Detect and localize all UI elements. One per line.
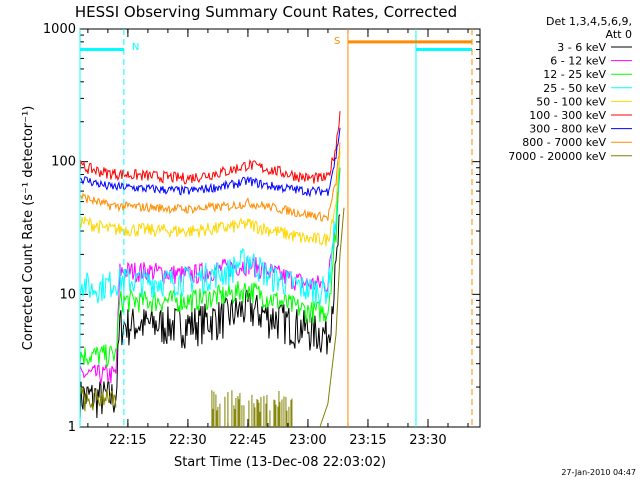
plot-frame (79, 28, 481, 428)
series-25-50-kev (79, 161, 341, 306)
chart-title: HESSI Observing Summary Count Rates, Cor… (75, 3, 457, 21)
series-7000-20000-kev (79, 386, 117, 412)
series-group (79, 111, 345, 428)
orbit-markers: NS (79, 29, 473, 427)
legend-label: 3 - 6 keV (557, 41, 606, 54)
legend-label: 7000 - 20000 keV (508, 150, 606, 163)
y-tick-label: 10 (59, 287, 76, 302)
series-50-100-kev (79, 151, 341, 247)
x-tick-label: 23:15 (349, 433, 386, 448)
x-tick-label: 22:15 (109, 433, 146, 448)
legend-label: 100 - 300 keV (529, 109, 606, 122)
y-axis-label: Corrected Count Rate (s⁻¹ detector⁻¹) (21, 106, 36, 351)
x-axis-label: Start Time (13-Dec-08 22:03:02) (174, 455, 386, 470)
footer-date: 27-Jan-2010 04:47 (561, 468, 636, 477)
legend-label: 800 - 7000 keV (522, 136, 606, 149)
series-3-6-kev (79, 214, 341, 422)
y-tick-label: 100 (51, 155, 76, 170)
olive-rise-line (319, 207, 345, 428)
x-tick-label: 23:30 (409, 433, 446, 448)
x-axis: 22:15 22:30 22:45 23:00 23:15 23:30 (87, 29, 469, 448)
x-tick-label: 22:45 (229, 433, 266, 448)
legend-label: 50 - 100 keV (536, 95, 606, 108)
legend-label: 6 - 12 keV (550, 55, 606, 68)
night-marker-label: N (132, 42, 139, 53)
legend-label: 12 - 25 keV (543, 68, 606, 81)
series-800-7000-kev (79, 142, 341, 222)
x-tick-label: 22:30 (169, 433, 206, 448)
series-6-12-kev (79, 167, 341, 384)
legend-header: Det 1,3,4,5,6,9, (546, 15, 632, 28)
legend-label: 25 - 50 keV (543, 82, 606, 95)
y-tick-label: 1000 (43, 22, 76, 37)
y-tick-label: 1 (68, 420, 76, 435)
x-tick-label: 23:00 (289, 433, 326, 448)
series-12-25-kev (79, 167, 341, 369)
series-100-300-kev (79, 111, 341, 185)
saa-marker-label: S (334, 36, 340, 47)
series-300-800-kev (79, 127, 341, 198)
y-axis: 1 10 100 1000 (43, 22, 480, 435)
legend-header: Att 0 (606, 28, 632, 41)
legend-label: 300 - 800 keV (529, 123, 606, 136)
